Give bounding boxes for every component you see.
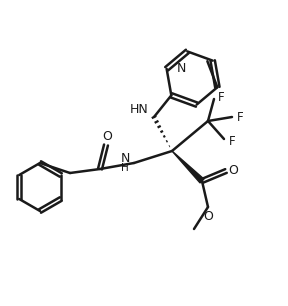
Text: O: O [203,210,213,222]
Polygon shape [172,151,204,183]
Text: O: O [102,129,112,143]
Text: F: F [237,110,243,124]
Text: O: O [228,163,238,177]
Text: N: N [120,151,130,165]
Text: HN: HN [130,103,148,115]
Text: H: H [121,163,129,173]
Text: N: N [177,62,186,75]
Text: F: F [218,91,224,103]
Text: F: F [229,135,235,147]
